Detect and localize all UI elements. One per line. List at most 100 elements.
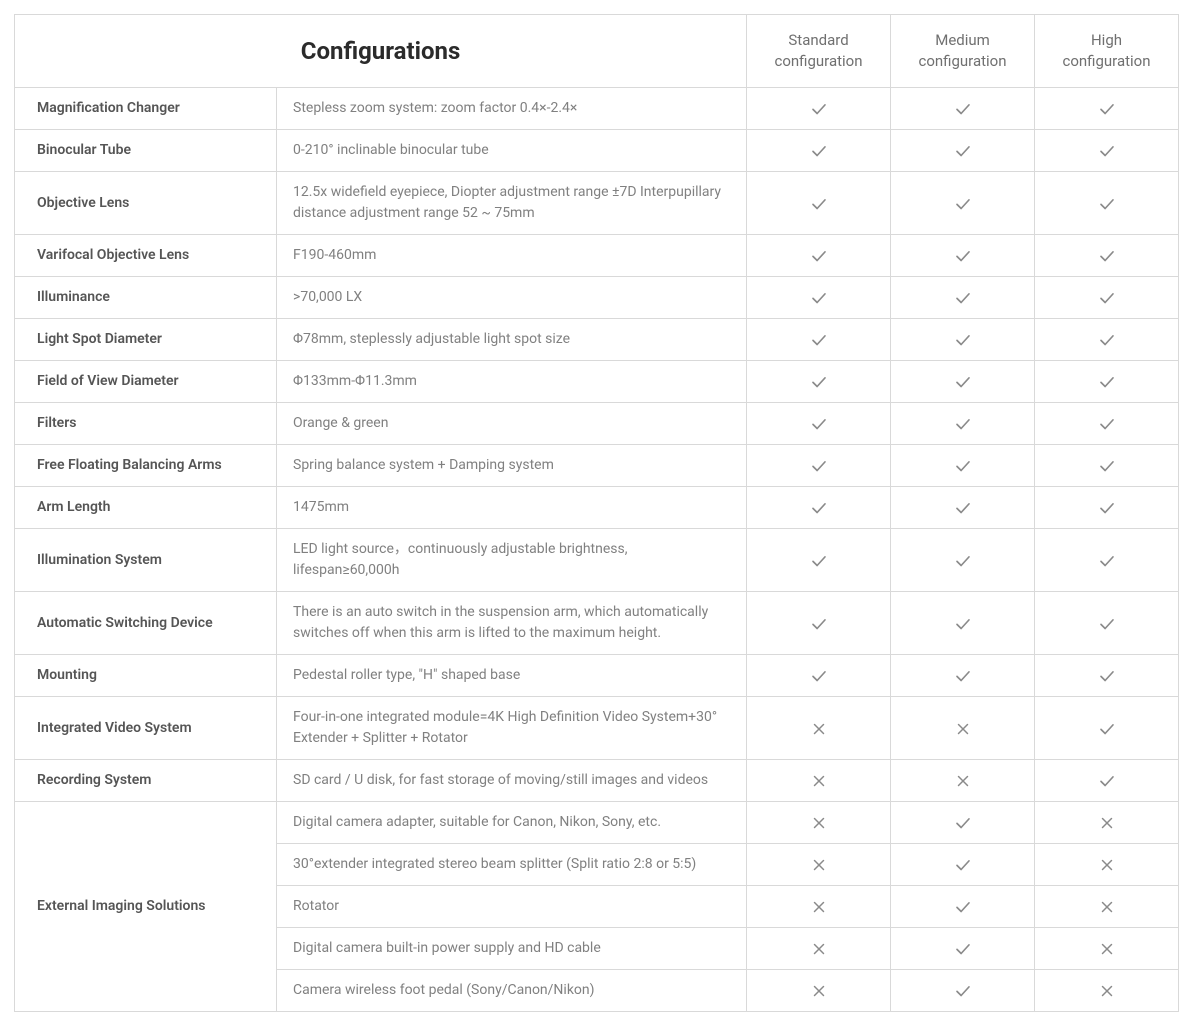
- config-mark-cell: [891, 844, 1035, 886]
- config-mark-cell: [1035, 277, 1179, 319]
- check-icon: [810, 373, 828, 391]
- cross-icon: [810, 856, 828, 874]
- check-icon: [954, 982, 972, 1000]
- config-mark-cell: [891, 235, 1035, 277]
- config-mark-cell: [747, 172, 891, 235]
- cross-icon: [810, 772, 828, 790]
- col-header-line1: Medium: [935, 31, 990, 49]
- check-icon: [1098, 373, 1116, 391]
- config-mark-cell: [891, 760, 1035, 802]
- row-desc: Spring balance system + Damping system: [277, 445, 747, 487]
- row-desc: 30°extender integrated stereo beam split…: [277, 844, 747, 886]
- table-row: Integrated Video SystemFour-in-one integ…: [15, 697, 1179, 760]
- row-label: Light Spot Diameter: [15, 319, 277, 361]
- check-icon: [1098, 331, 1116, 349]
- config-mark-cell: [891, 802, 1035, 844]
- config-mark-cell: [1035, 172, 1179, 235]
- table-row: Field of View DiameterΦ133mm-Φ11.3mm: [15, 361, 1179, 403]
- check-icon: [1098, 247, 1116, 265]
- check-icon: [810, 100, 828, 118]
- config-mark-cell: [891, 277, 1035, 319]
- check-icon: [810, 499, 828, 517]
- row-desc: Pedestal roller type, "H" shaped base: [277, 655, 747, 697]
- table-header: Configurations Standard configuration Me…: [15, 15, 1179, 88]
- cross-icon: [954, 772, 972, 790]
- cross-icon: [954, 720, 972, 738]
- check-icon: [954, 457, 972, 475]
- header-row: Configurations Standard configuration Me…: [15, 15, 1179, 88]
- config-mark-cell: [1035, 403, 1179, 445]
- configurations-heading: Configurations: [15, 15, 747, 88]
- row-desc: Digital camera built-in power supply and…: [277, 928, 747, 970]
- check-icon: [1098, 720, 1116, 738]
- row-label: Objective Lens: [15, 172, 277, 235]
- config-mark-cell: [891, 130, 1035, 172]
- cross-icon: [810, 898, 828, 916]
- check-icon: [1098, 772, 1116, 790]
- row-label: Filters: [15, 403, 277, 445]
- table-row: Free Floating Balancing ArmsSpring balan…: [15, 445, 1179, 487]
- cross-icon: [810, 940, 828, 958]
- row-desc: Rotator: [277, 886, 747, 928]
- check-icon: [810, 667, 828, 685]
- config-mark-cell: [1035, 886, 1179, 928]
- row-desc: Camera wireless foot pedal (Sony/Canon/N…: [277, 970, 747, 1012]
- config-mark-cell: [1035, 487, 1179, 529]
- col-header-line2: configuration: [918, 52, 1006, 70]
- check-icon: [954, 142, 972, 160]
- config-mark-cell: [1035, 697, 1179, 760]
- config-mark-cell: [891, 172, 1035, 235]
- row-desc: >70,000 LX: [277, 277, 747, 319]
- cross-icon: [810, 814, 828, 832]
- row-label: Mounting: [15, 655, 277, 697]
- check-icon: [810, 615, 828, 633]
- config-mark-cell: [1035, 319, 1179, 361]
- config-mark-cell: [891, 886, 1035, 928]
- config-mark-cell: [891, 403, 1035, 445]
- row-label: Recording System: [15, 760, 277, 802]
- col-header-line2: configuration: [774, 52, 862, 70]
- check-icon: [954, 100, 972, 118]
- check-icon: [954, 856, 972, 874]
- row-desc: Orange & green: [277, 403, 747, 445]
- row-label: Arm Length: [15, 487, 277, 529]
- config-mark-cell: [891, 655, 1035, 697]
- table-row: Varifocal Objective LensF190-460mm: [15, 235, 1179, 277]
- config-mark-cell: [1035, 802, 1179, 844]
- table-row: FiltersOrange & green: [15, 403, 1179, 445]
- config-mark-cell: [747, 886, 891, 928]
- table-row: Magnification ChangerStepless zoom syste…: [15, 88, 1179, 130]
- check-icon: [810, 415, 828, 433]
- row-label: External Imaging Solutions: [15, 802, 277, 1012]
- check-icon: [954, 940, 972, 958]
- config-mark-cell: [891, 697, 1035, 760]
- table-row: Light Spot DiameterΦ78mm, steplessly adj…: [15, 319, 1179, 361]
- check-icon: [954, 499, 972, 517]
- cross-icon: [1098, 982, 1116, 1000]
- col-header-medium: Medium configuration: [891, 15, 1035, 88]
- check-icon: [954, 289, 972, 307]
- check-icon: [810, 552, 828, 570]
- col-header-line1: High: [1091, 31, 1122, 49]
- row-label: Free Floating Balancing Arms: [15, 445, 277, 487]
- config-mark-cell: [891, 319, 1035, 361]
- config-mark-cell: [891, 445, 1035, 487]
- row-label: Illuminance: [15, 277, 277, 319]
- check-icon: [810, 142, 828, 160]
- cross-icon: [1098, 940, 1116, 958]
- config-mark-cell: [1035, 529, 1179, 592]
- config-mark-cell: [1035, 655, 1179, 697]
- check-icon: [1098, 289, 1116, 307]
- row-desc: 12.5x widefield eyepiece, Diopter adjust…: [277, 172, 747, 235]
- config-mark-cell: [1035, 844, 1179, 886]
- check-icon: [1098, 667, 1116, 685]
- config-mark-cell: [891, 361, 1035, 403]
- config-mark-cell: [747, 970, 891, 1012]
- table-row: Binocular Tube0-210° inclinable binocula…: [15, 130, 1179, 172]
- config-mark-cell: [747, 529, 891, 592]
- config-mark-cell: [747, 760, 891, 802]
- config-mark-cell: [891, 529, 1035, 592]
- cross-icon: [1098, 856, 1116, 874]
- config-mark-cell: [747, 361, 891, 403]
- config-mark-cell: [747, 403, 891, 445]
